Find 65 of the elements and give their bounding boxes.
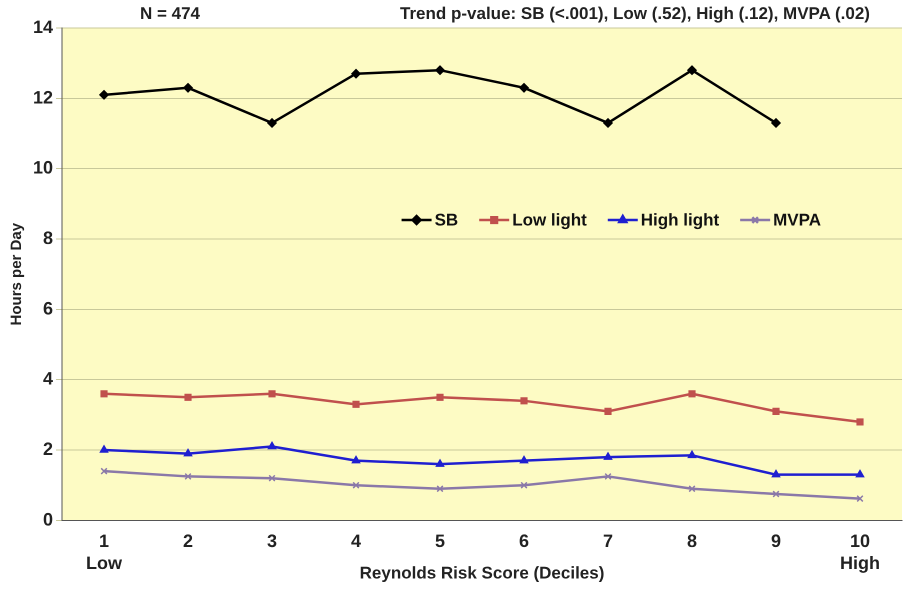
legend-label: Low light (512, 210, 588, 230)
point (436, 459, 444, 467)
legend-label: SB (434, 210, 458, 230)
point (100, 390, 108, 398)
point (604, 408, 612, 415)
point (99, 90, 109, 100)
y-tick-label: 2 (43, 439, 54, 460)
point (184, 472, 192, 480)
point (771, 118, 781, 128)
x-tick-label: 8 (687, 531, 698, 552)
point (351, 68, 361, 78)
x-tick-label: 10 High (840, 531, 880, 573)
point (856, 470, 864, 478)
y-tick-label: 0 (43, 509, 54, 530)
point (604, 452, 612, 460)
y-tick-label: 8 (43, 228, 54, 248)
point (772, 490, 780, 498)
point (856, 495, 864, 502)
point (100, 468, 108, 475)
y-tick-label: 4 (43, 368, 54, 389)
point (268, 474, 276, 482)
point (267, 118, 277, 128)
point (688, 390, 696, 398)
x-axis-title: Reynolds Risk Score (Deciles) (360, 563, 604, 582)
y-tick-label: 10 (32, 158, 54, 178)
legend-label: High light (640, 210, 720, 230)
point (772, 408, 780, 415)
x-tick-label: 9 (770, 531, 782, 552)
point (604, 472, 612, 480)
x-tick-label: 2 (183, 531, 194, 552)
x-tick-label: 3 (267, 531, 278, 552)
point (184, 448, 192, 456)
legend-label: MVPA (773, 210, 822, 230)
point (436, 485, 444, 492)
point (184, 394, 192, 401)
x-tick-label: 6 (519, 531, 530, 552)
x-tick-label: 7 (603, 531, 614, 552)
point (268, 390, 276, 398)
point (268, 442, 276, 450)
x-tick-label: 5 (435, 531, 446, 552)
point (520, 482, 528, 489)
point (519, 83, 529, 93)
point (520, 456, 528, 464)
y-tick-label: 12 (32, 87, 54, 108)
x-tick-label: 1 Low (86, 531, 124, 573)
point (688, 450, 696, 458)
point (520, 397, 528, 404)
y-axis-title: Hours per Day (8, 222, 26, 326)
point (687, 65, 697, 75)
point (856, 418, 864, 426)
point (688, 485, 696, 492)
point (352, 456, 360, 464)
point (435, 65, 445, 75)
point (436, 394, 444, 401)
point (772, 470, 780, 478)
y-tick-label: 6 (43, 298, 54, 318)
point (183, 83, 193, 93)
text: N = 474 (140, 4, 201, 24)
x-tick-label: 4 (351, 531, 362, 552)
point (352, 482, 360, 489)
point (603, 118, 613, 128)
y-tick-label: 14 (32, 16, 54, 37)
text: Trend p-value: SB (<.001), Low (.52), High (.12), MVPA (.02) (400, 4, 870, 24)
point (100, 445, 108, 453)
point (352, 400, 360, 408)
